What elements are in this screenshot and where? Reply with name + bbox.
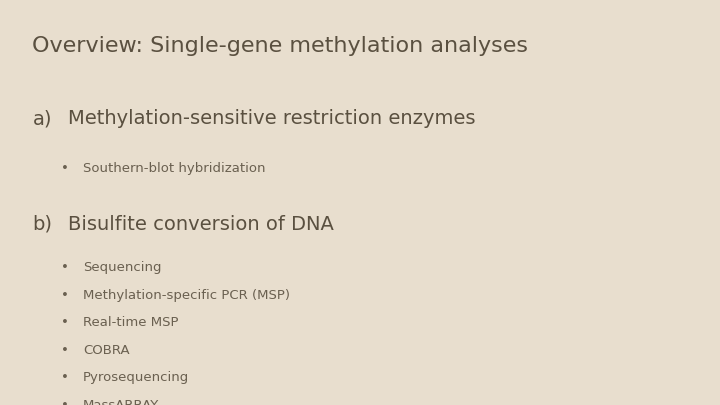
Text: •: •: [61, 289, 69, 302]
Text: Sequencing: Sequencing: [83, 261, 161, 274]
Text: Real-time MSP: Real-time MSP: [83, 316, 179, 329]
Text: •: •: [61, 162, 69, 175]
Text: •: •: [61, 316, 69, 329]
Text: Pyrosequencing: Pyrosequencing: [83, 371, 189, 384]
Text: Overview: Single-gene methylation analyses: Overview: Single-gene methylation analys…: [32, 36, 528, 56]
Text: •: •: [61, 261, 69, 274]
Text: Bisulfite conversion of DNA: Bisulfite conversion of DNA: [68, 215, 334, 234]
Text: •: •: [61, 371, 69, 384]
Text: b): b): [32, 215, 53, 234]
Text: COBRA: COBRA: [83, 344, 130, 357]
Text: •: •: [61, 399, 69, 405]
Text: Methylation-specific PCR (MSP): Methylation-specific PCR (MSP): [83, 289, 289, 302]
Text: MassARRAY: MassARRAY: [83, 399, 159, 405]
Text: a): a): [32, 109, 52, 128]
Text: •: •: [61, 344, 69, 357]
Text: Methylation-sensitive restriction enzymes: Methylation-sensitive restriction enzyme…: [68, 109, 476, 128]
Text: Southern-blot hybridization: Southern-blot hybridization: [83, 162, 265, 175]
